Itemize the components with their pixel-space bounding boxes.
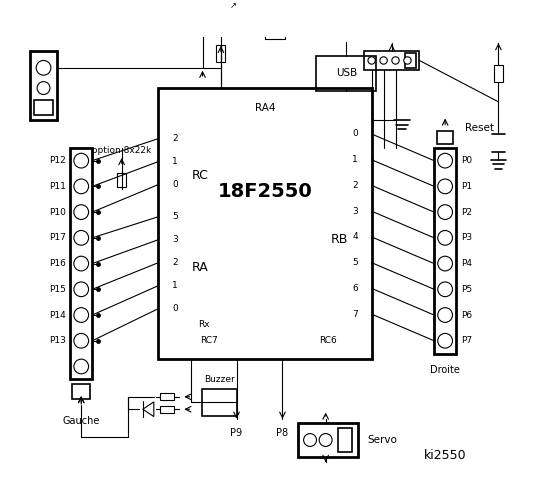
Text: 0: 0 [172, 180, 178, 189]
Text: P17: P17 [49, 233, 66, 242]
Circle shape [438, 334, 452, 348]
Text: P7: P7 [461, 336, 472, 345]
Text: 1: 1 [172, 157, 178, 166]
Bar [216, 45, 226, 62]
Text: 7: 7 [352, 310, 358, 319]
Circle shape [74, 282, 88, 297]
Text: Servo: Servo [367, 435, 397, 445]
Text: 1: 1 [172, 281, 178, 290]
Text: 3: 3 [352, 207, 358, 216]
Text: P6: P6 [461, 311, 472, 320]
Text: P14: P14 [49, 311, 66, 320]
Bar [494, 65, 503, 82]
Circle shape [74, 205, 88, 219]
Text: P4: P4 [461, 259, 472, 268]
Bar [30, 51, 58, 120]
Text: Rx: Rx [199, 320, 210, 329]
Bar [364, 51, 419, 70]
Text: 0: 0 [172, 304, 178, 313]
Text: 0: 0 [352, 130, 358, 139]
Circle shape [438, 256, 452, 271]
Text: Reset: Reset [465, 122, 494, 132]
Bar [160, 393, 175, 400]
Bar [298, 423, 358, 456]
Text: P10: P10 [49, 208, 66, 216]
Text: 2: 2 [172, 258, 178, 267]
Bar [437, 131, 453, 144]
Circle shape [438, 282, 452, 297]
Circle shape [74, 153, 88, 168]
Text: 5: 5 [172, 212, 178, 221]
Text: P16: P16 [49, 259, 66, 268]
Circle shape [74, 179, 88, 194]
Text: RC7: RC7 [200, 336, 218, 345]
Bar [117, 173, 126, 187]
Text: 18F2550: 18F2550 [218, 181, 312, 201]
Circle shape [74, 230, 88, 245]
Bar [70, 148, 92, 379]
Circle shape [438, 179, 452, 194]
Text: 2: 2 [172, 134, 178, 143]
Text: 1: 1 [352, 155, 358, 164]
Text: option 8x22k: option 8x22k [92, 146, 152, 155]
Circle shape [74, 359, 88, 374]
Text: Buzzer: Buzzer [204, 375, 234, 384]
Text: 2: 2 [352, 181, 358, 190]
Text: P2: P2 [461, 208, 472, 216]
Bar [72, 384, 90, 399]
Text: RA: RA [191, 261, 208, 274]
Text: ↗: ↗ [236, 0, 242, 1]
Text: ↗: ↗ [230, 1, 237, 10]
Circle shape [438, 308, 452, 323]
Circle shape [74, 256, 88, 271]
Bar [34, 100, 53, 115]
Bar [434, 148, 456, 354]
Text: 5: 5 [352, 258, 358, 267]
Text: RA4: RA4 [255, 103, 275, 113]
Text: P0: P0 [461, 156, 472, 165]
Circle shape [392, 57, 399, 64]
Circle shape [37, 82, 50, 95]
Circle shape [404, 57, 411, 64]
Text: P3: P3 [461, 233, 472, 242]
Text: P13: P13 [49, 336, 66, 345]
Bar [338, 428, 352, 452]
Circle shape [304, 433, 316, 446]
Text: P12: P12 [49, 156, 66, 165]
Bar [316, 56, 376, 91]
Circle shape [74, 334, 88, 348]
Circle shape [438, 205, 452, 219]
Text: 6: 6 [352, 284, 358, 293]
Bar [158, 88, 372, 359]
Text: P1: P1 [461, 182, 472, 191]
Text: Gauche: Gauche [62, 416, 100, 426]
Bar [202, 388, 237, 416]
Circle shape [319, 433, 332, 446]
Circle shape [36, 60, 51, 75]
Text: RC6: RC6 [319, 336, 336, 345]
Text: 3: 3 [172, 235, 178, 244]
Text: Droite: Droite [430, 365, 460, 375]
Text: RC: RC [191, 169, 208, 182]
Bar [405, 53, 416, 68]
Text: RB: RB [331, 233, 348, 246]
Text: P15: P15 [49, 285, 66, 294]
Circle shape [380, 57, 387, 64]
Text: P8: P8 [276, 428, 289, 438]
Text: P9: P9 [231, 428, 243, 438]
Text: 4: 4 [352, 232, 358, 241]
Text: ki2550: ki2550 [424, 449, 466, 462]
Text: P5: P5 [461, 285, 472, 294]
Circle shape [438, 230, 452, 245]
Circle shape [368, 57, 375, 64]
Text: P11: P11 [49, 182, 66, 191]
Circle shape [438, 153, 452, 168]
Text: USB: USB [336, 68, 357, 78]
Bar [160, 406, 175, 413]
Circle shape [74, 308, 88, 323]
